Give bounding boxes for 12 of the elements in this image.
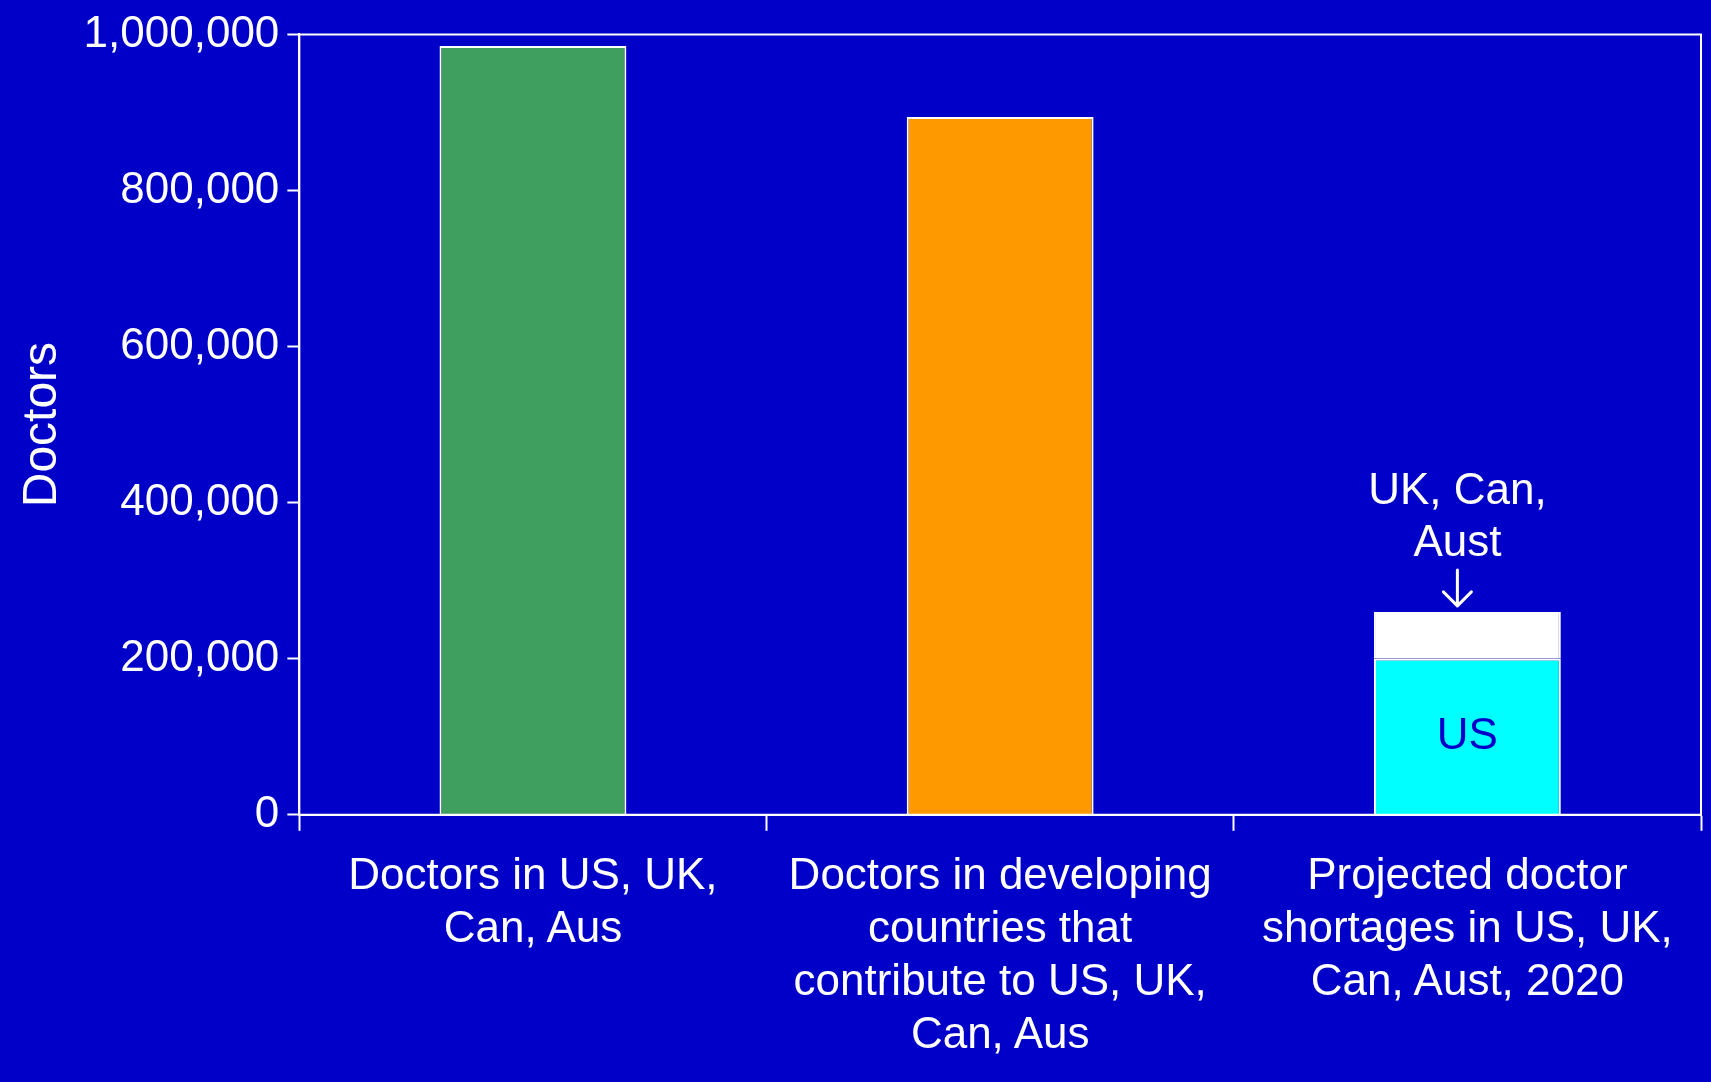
y-tick-label: 200,000: [120, 630, 280, 680]
x-tick-label: Doctors in US, UK, Can, Aus: [348, 849, 718, 952]
y-tick-label: 600,000: [120, 318, 280, 368]
annotation: UK, Can, Aust: [1368, 464, 1547, 566]
y-tick-label: 800,000: [120, 162, 280, 212]
y-tick-label: 0: [254, 786, 280, 836]
x-tick-label: Projected doctor shortages in US, UK, Can, Aust, 2020: [1261, 849, 1673, 1004]
annotation: US: [1436, 708, 1498, 758]
y-tick-label: 400,000: [120, 474, 280, 524]
y-axis-title: Doctors: [13, 341, 67, 508]
y-tick-label: 1,000,000: [83, 6, 280, 56]
x-tick-label: Doctors in developing countries that contribute to US, UK, Can, Aus: [788, 849, 1212, 1057]
